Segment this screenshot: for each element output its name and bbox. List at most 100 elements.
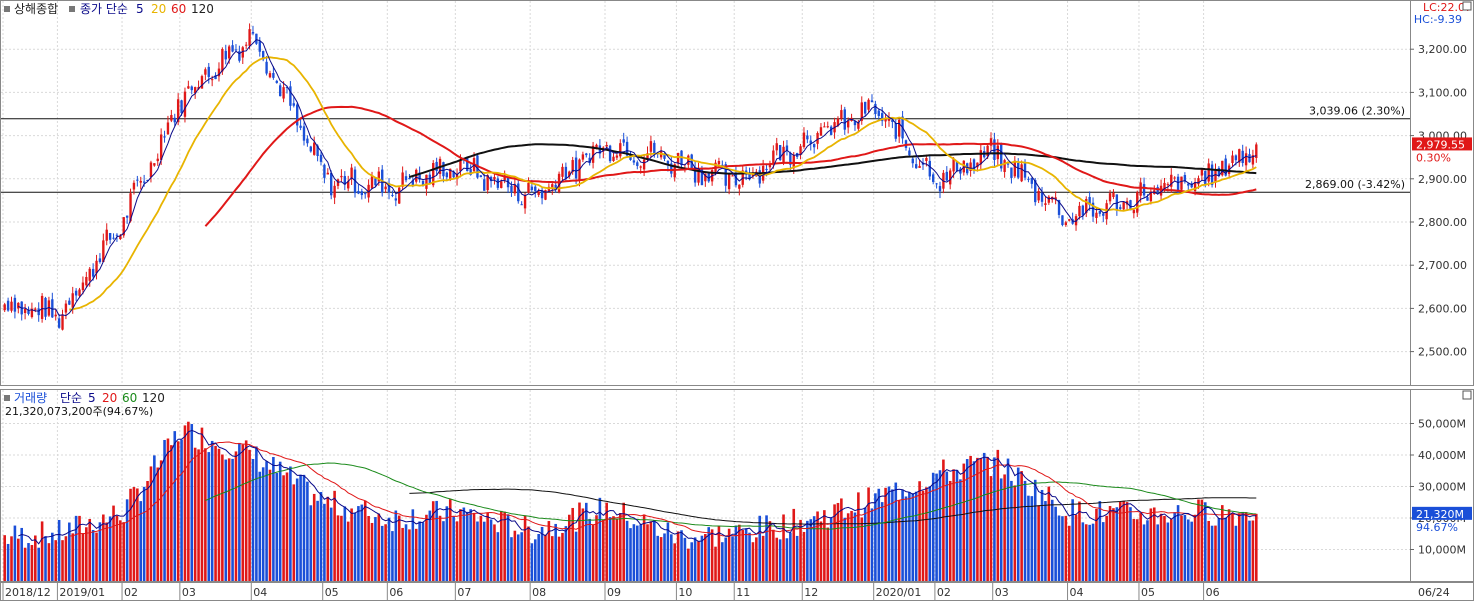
volume-bar [775, 537, 779, 581]
candle-body [190, 86, 193, 91]
candle-body [292, 103, 295, 106]
candle-body [384, 186, 387, 190]
volume-bar [180, 439, 183, 581]
candle-body [258, 41, 261, 52]
candle-body [765, 168, 768, 171]
volume-bar [751, 542, 755, 581]
volume-legend-period-5[interactable]: 5 [88, 391, 96, 405]
volume-bar [867, 487, 870, 581]
candle-body [1231, 155, 1234, 163]
volume-bar [1071, 499, 1074, 581]
candle-body [731, 175, 734, 177]
candle-body [210, 79, 214, 81]
candle-body [819, 127, 823, 136]
candle-body [697, 168, 700, 183]
volume-bar [527, 526, 530, 581]
price-legend-period-20[interactable]: 20 [151, 2, 166, 16]
candle-body [1197, 178, 1200, 185]
candle-body [812, 143, 816, 148]
volume-bar [312, 493, 316, 581]
volume-bar [904, 496, 908, 581]
volume-bar [122, 522, 126, 581]
volume-bar [693, 537, 697, 581]
volume-bar [54, 540, 58, 581]
candle-body [129, 193, 132, 222]
price-legend-period-5[interactable]: 5 [136, 2, 144, 16]
volume-bar [605, 502, 608, 581]
volume-bar [1088, 524, 1091, 581]
volume-bar [874, 493, 877, 581]
candle-body [142, 181, 146, 183]
candle-body [122, 217, 125, 236]
volume-legend-name[interactable]: 거래량 [14, 391, 47, 405]
volume-legend-period-120[interactable]: 120 [142, 391, 165, 405]
volume-bar [261, 467, 265, 581]
ma-legend-marker-icon [69, 6, 75, 12]
volume-bar [459, 509, 462, 581]
volume-bar [265, 461, 268, 581]
candle-body [1037, 190, 1040, 201]
volume-bar [326, 496, 330, 581]
volume-bar [857, 492, 860, 581]
candle-body [1234, 155, 1238, 161]
x-axis-ticks: 2018/12 2019/01 02 03 04 05 06 07 08 09 10 11 12 2020… [2, 582, 1220, 600]
candle-body [255, 33, 258, 44]
candle-body [238, 51, 241, 61]
x-tick-label: 04 [253, 586, 267, 599]
candle-body [265, 61, 268, 74]
candle-body [843, 109, 846, 130]
candle-body [870, 100, 874, 103]
x-tick-label: 2019/01 [59, 586, 105, 599]
candle-body [1217, 167, 1221, 177]
volume-bar [601, 519, 605, 581]
price-legend-period-120[interactable]: 120 [191, 2, 214, 16]
candle-body [353, 169, 357, 194]
candle-body [149, 162, 153, 178]
volume-legend-ma-label[interactable]: 단순 [60, 391, 82, 405]
volume-bar [425, 514, 428, 581]
volume-bar [1255, 513, 1258, 581]
price-tick-label: 3,200.00 [1418, 43, 1467, 56]
volume-moving-averages [18, 429, 1257, 545]
price-legend-name[interactable]: 상해종합 [14, 2, 58, 16]
price-legend-period-60[interactable]: 60 [171, 2, 186, 16]
volume-bar [1173, 512, 1176, 581]
volume-bar [999, 478, 1003, 581]
volume-bar [1244, 512, 1248, 581]
volume-legend-period-20[interactable]: 20 [102, 391, 117, 405]
candle-body [272, 72, 275, 78]
price-panel-close-icon[interactable] [1462, 1, 1472, 11]
volume-bar [523, 515, 527, 581]
price-tick-label: 2,900.00 [1418, 173, 1467, 186]
candle-body [343, 176, 346, 185]
candle-body [401, 172, 404, 187]
volume-bar [911, 493, 915, 581]
candle-body [775, 143, 778, 151]
volume-bar [1152, 507, 1156, 581]
candle-body [357, 190, 360, 194]
candle-body [1003, 160, 1006, 172]
candle-body [1142, 184, 1146, 196]
volume-bar [1169, 519, 1173, 581]
candle-body [653, 142, 656, 155]
volume-bar [564, 526, 568, 581]
volume-bar [1030, 496, 1034, 581]
candle-body [510, 185, 513, 193]
volume-bar [34, 535, 37, 581]
volume-bar [853, 512, 857, 581]
volume-panel-close-icon[interactable] [1462, 390, 1472, 400]
volume-bar [608, 517, 612, 581]
price-legend-ma-label[interactable]: 종가 단순 [80, 2, 128, 16]
vma-5-line [18, 429, 1257, 545]
volume-bar [27, 543, 30, 581]
volume-bar [806, 520, 809, 581]
candle-body [534, 186, 537, 192]
volume-bar [717, 526, 721, 581]
volume-bar [996, 449, 1000, 581]
candle-body [442, 162, 445, 177]
volume-bar [659, 537, 663, 581]
volume-bar [146, 480, 149, 581]
candle-body [986, 145, 989, 157]
volume-legend-period-60[interactable]: 60 [122, 391, 137, 405]
